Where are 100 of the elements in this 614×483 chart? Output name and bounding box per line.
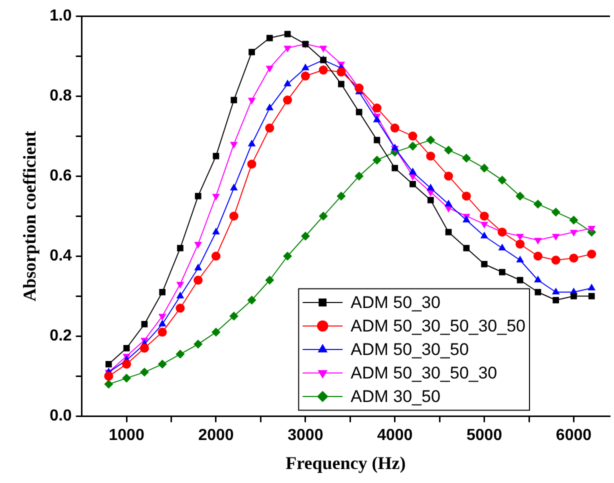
- point: [318, 212, 328, 221]
- point: [212, 194, 220, 201]
- point: [159, 288, 166, 296]
- point: [211, 252, 220, 261]
- point: [177, 244, 184, 252]
- point: [284, 46, 292, 53]
- point: [338, 80, 344, 88]
- point: [212, 152, 220, 160]
- point: [266, 66, 274, 73]
- legend-label: ADM 50_30: [350, 293, 440, 312]
- point: [194, 242, 202, 249]
- point: [481, 260, 488, 268]
- point: [552, 288, 560, 294]
- point: [336, 192, 346, 201]
- point: [480, 232, 488, 238]
- point: [194, 340, 203, 349]
- point: [247, 160, 256, 169]
- point: [265, 276, 274, 285]
- point: [516, 256, 524, 262]
- point: [284, 80, 292, 86]
- point: [336, 68, 346, 77]
- x-tick-label: 3000: [288, 427, 324, 444]
- point: [318, 66, 328, 75]
- point: [516, 234, 524, 241]
- point: [552, 296, 560, 304]
- point: [194, 264, 202, 270]
- x-tick-label: 5000: [466, 427, 502, 444]
- point: [356, 108, 362, 116]
- x-tick-label: 1000: [108, 427, 144, 444]
- point: [569, 254, 578, 263]
- point: [426, 136, 436, 145]
- point: [444, 200, 452, 206]
- point: [283, 252, 292, 261]
- point: [408, 168, 417, 174]
- point: [230, 184, 238, 190]
- point: [498, 244, 506, 250]
- point: [229, 312, 238, 321]
- point: [445, 228, 452, 236]
- point: [392, 164, 398, 172]
- x-axis-title: Frequency (Hz): [286, 452, 406, 473]
- x-tick-label: 6000: [556, 427, 592, 444]
- point: [211, 328, 220, 337]
- point: [534, 238, 542, 245]
- point: [462, 154, 471, 163]
- point: [480, 164, 489, 173]
- point: [300, 72, 310, 81]
- point: [300, 232, 310, 241]
- point: [372, 156, 382, 165]
- point: [194, 276, 203, 285]
- point: [229, 212, 238, 221]
- point: [569, 216, 578, 225]
- point: [248, 98, 256, 105]
- y-tick-label: 1.0: [50, 7, 72, 24]
- point: [499, 268, 506, 276]
- point: [248, 140, 256, 146]
- point: [122, 360, 132, 369]
- point: [158, 320, 166, 326]
- point: [427, 196, 434, 204]
- point: [516, 192, 525, 201]
- point: [266, 104, 274, 110]
- point: [552, 234, 560, 241]
- point: [158, 328, 167, 337]
- point: [105, 360, 112, 368]
- point: [140, 368, 149, 377]
- point: [551, 256, 560, 265]
- point: [302, 64, 310, 70]
- point: [588, 292, 595, 300]
- point: [354, 172, 364, 181]
- point: [551, 208, 560, 217]
- point: [516, 276, 524, 284]
- legend-label: ADM 30_50: [350, 387, 440, 406]
- x-tick-label: 2000: [198, 427, 234, 444]
- point: [176, 304, 185, 313]
- point: [498, 176, 507, 185]
- point: [104, 372, 114, 381]
- point: [444, 146, 454, 155]
- point: [408, 132, 418, 141]
- point: [410, 180, 416, 188]
- point: [480, 222, 488, 229]
- point: [390, 144, 399, 150]
- point: [534, 276, 542, 282]
- point: [462, 192, 471, 201]
- point: [588, 226, 596, 233]
- point: [158, 360, 167, 369]
- point: [248, 48, 255, 56]
- point: [390, 124, 400, 133]
- point: [194, 192, 202, 200]
- point: [570, 230, 578, 237]
- legend-label: ADM 50_30_50: [350, 340, 469, 360]
- point: [426, 152, 436, 161]
- point: [265, 124, 274, 133]
- point: [408, 142, 418, 151]
- point: [123, 344, 130, 352]
- point: [140, 344, 149, 353]
- point: [266, 34, 273, 42]
- point: [533, 252, 542, 261]
- point: [176, 292, 184, 298]
- y-axis-title: Absorption coefficient: [19, 130, 40, 302]
- point: [319, 46, 328, 53]
- y-tick-label: 0.2: [50, 328, 72, 345]
